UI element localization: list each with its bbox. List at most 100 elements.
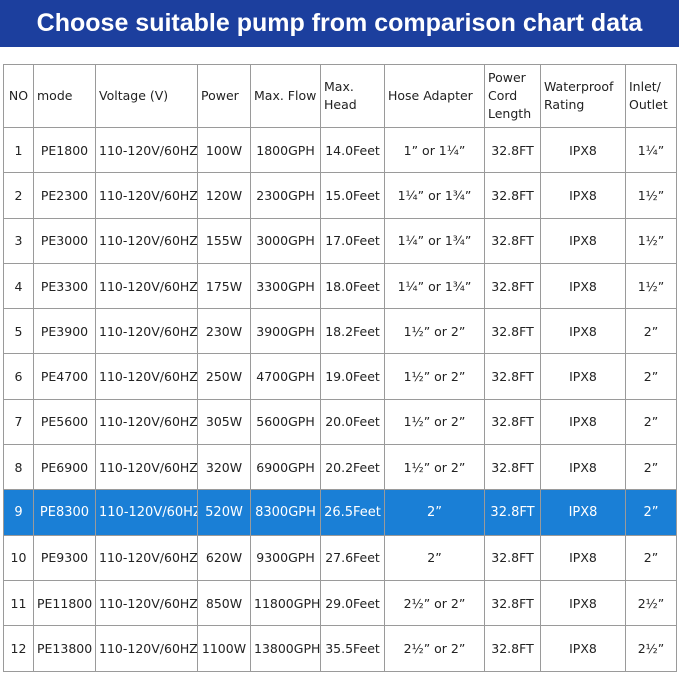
table-cell: 305W: [197, 398, 251, 446]
table-cell: 12: [3, 625, 34, 672]
column-header: Inlet/ Outlet: [625, 64, 677, 128]
table-cell: 10: [3, 534, 34, 581]
table-cell: 13800GPH: [250, 625, 321, 672]
table-cell: 1½” or 2”: [384, 398, 485, 446]
table-cell: 32.8FT: [484, 534, 541, 581]
table-cell: IPX8: [540, 353, 626, 400]
table-cell: 110-120V/60HZ: [95, 398, 198, 446]
title-banner: Choose suitable pump from comparison cha…: [0, 0, 679, 47]
table-cell: 110-120V/60HZ: [95, 262, 198, 310]
table-cell: 2”: [625, 308, 677, 355]
table-cell: 850W: [197, 579, 251, 627]
table-cell: 32.8FT: [484, 398, 541, 446]
comparison-table: NO mode Voltage (V) Power Max. Flow Max. Head…: [3, 64, 677, 672]
table-cell: 32.8FT: [484, 625, 541, 672]
table-cell: IPX8: [540, 444, 626, 491]
table-cell: 110-120V/60HZ: [95, 353, 198, 400]
table-cell: 18.0Feet: [320, 262, 385, 310]
table-cell: 120W: [197, 172, 251, 219]
table-cell: 2”: [625, 489, 677, 536]
column-header: NO: [3, 64, 34, 128]
table-cell: 32.8FT: [484, 172, 541, 219]
table-row: 1 PE1800 110-120V/60HZ 100W 1800GPH 14.0Feet 1…: [3, 126, 677, 174]
table-body: 1 PE1800 110-120V/60HZ 100W 1800GPH 14.0Feet 1…: [3, 126, 677, 672]
table-cell: 14.0Feet: [320, 126, 385, 174]
table-cell: PE2300: [33, 172, 96, 219]
table-cell: 2300GPH: [250, 172, 321, 219]
table-cell: 2”: [625, 534, 677, 581]
table-cell: 3: [3, 217, 34, 264]
table-cell: 1800GPH: [250, 126, 321, 174]
table-row: 7 PE5600 110-120V/60HZ 305W 5600GPH 20.0Feet 1…: [3, 398, 677, 446]
table-cell: 175W: [197, 262, 251, 310]
column-header: Voltage (V): [95, 64, 198, 128]
table-cell: 20.2Feet: [320, 444, 385, 491]
table-cell: 2½” or 2”: [384, 625, 485, 672]
table-cell: PE3000: [33, 217, 96, 264]
table-cell: PE13800: [33, 625, 96, 672]
table-cell: 110-120V/60HZ: [95, 172, 198, 219]
table-cell: 27.6Feet: [320, 534, 385, 581]
table-cell: 110-120V/60HZ: [95, 579, 198, 627]
table-cell: 7: [3, 398, 34, 446]
table-cell: 19.0Feet: [320, 353, 385, 400]
table-cell: 1: [3, 126, 34, 174]
table-cell: 32.8FT: [484, 308, 541, 355]
table-cell: 9: [3, 489, 34, 536]
column-header: Power Cord Length: [484, 64, 541, 128]
table-row: 4 PE3300 110-120V/60HZ 175W 3300GPH 18.0Feet 1…: [3, 262, 677, 310]
table-cell: PE8300: [33, 489, 96, 536]
table-cell: 1100W: [197, 625, 251, 672]
table-cell: IPX8: [540, 625, 626, 672]
table-cell: 8: [3, 444, 34, 491]
table-cell: 2”: [384, 489, 485, 536]
table-cell: 6900GPH: [250, 444, 321, 491]
table-row: 9 PE8300 110-120V/60HZ 520W 8300GPH 26.5Feet 2…: [3, 489, 677, 536]
table-cell: 32.8FT: [484, 126, 541, 174]
table-row: 3 PE3000 110-120V/60HZ 155W 3000GPH 17.0Feet 1…: [3, 217, 677, 264]
table-cell: 110-120V/60HZ: [95, 217, 198, 264]
table-cell: PE11800: [33, 579, 96, 627]
column-header: Hose Adapter: [384, 64, 485, 128]
table-cell: IPX8: [540, 489, 626, 536]
table-cell: 1½” or 2”: [384, 353, 485, 400]
table-cell: IPX8: [540, 126, 626, 174]
table-cell: PE3900: [33, 308, 96, 355]
table-cell: 11800GPH: [250, 579, 321, 627]
table-cell: 2½”: [625, 579, 677, 627]
table-cell: 1¼” or 1¾”: [384, 262, 485, 310]
table-row: 6 PE4700 110-120V/60HZ 250W 4700GPH 19.0Feet 1…: [3, 353, 677, 400]
table-cell: 100W: [197, 126, 251, 174]
table-cell: 1½”: [625, 262, 677, 310]
table-cell: 230W: [197, 308, 251, 355]
table-cell: 29.0Feet: [320, 579, 385, 627]
column-header: Max. Flow: [250, 64, 321, 128]
table-cell: 2”: [625, 444, 677, 491]
table-cell: 3300GPH: [250, 262, 321, 310]
table-cell: 3000GPH: [250, 217, 321, 264]
table-cell: 110-120V/60HZ: [95, 489, 198, 536]
table-cell: 2: [3, 172, 34, 219]
table-cell: 20.0Feet: [320, 398, 385, 446]
table-cell: IPX8: [540, 308, 626, 355]
table-cell: IPX8: [540, 172, 626, 219]
table-cell: IPX8: [540, 579, 626, 627]
table-cell: 1½” or 2”: [384, 308, 485, 355]
table-cell: 1¼” or 1¾”: [384, 172, 485, 219]
table-cell: 32.8FT: [484, 353, 541, 400]
table-cell: 3900GPH: [250, 308, 321, 355]
table-cell: 32.8FT: [484, 217, 541, 264]
table-cell: 110-120V/60HZ: [95, 308, 198, 355]
table-cell: 32.8FT: [484, 579, 541, 627]
table-cell: 1¼”: [625, 126, 677, 174]
table-cell: 32.8FT: [484, 444, 541, 491]
table-cell: 2”: [625, 353, 677, 400]
table-cell: 1¼” or 1¾”: [384, 217, 485, 264]
table-cell: 110-120V/60HZ: [95, 534, 198, 581]
table-cell: 4: [3, 262, 34, 310]
table-cell: 2½” or 2”: [384, 579, 485, 627]
table-cell: PE5600: [33, 398, 96, 446]
table-cell: 2”: [625, 398, 677, 446]
table-cell: 320W: [197, 444, 251, 491]
